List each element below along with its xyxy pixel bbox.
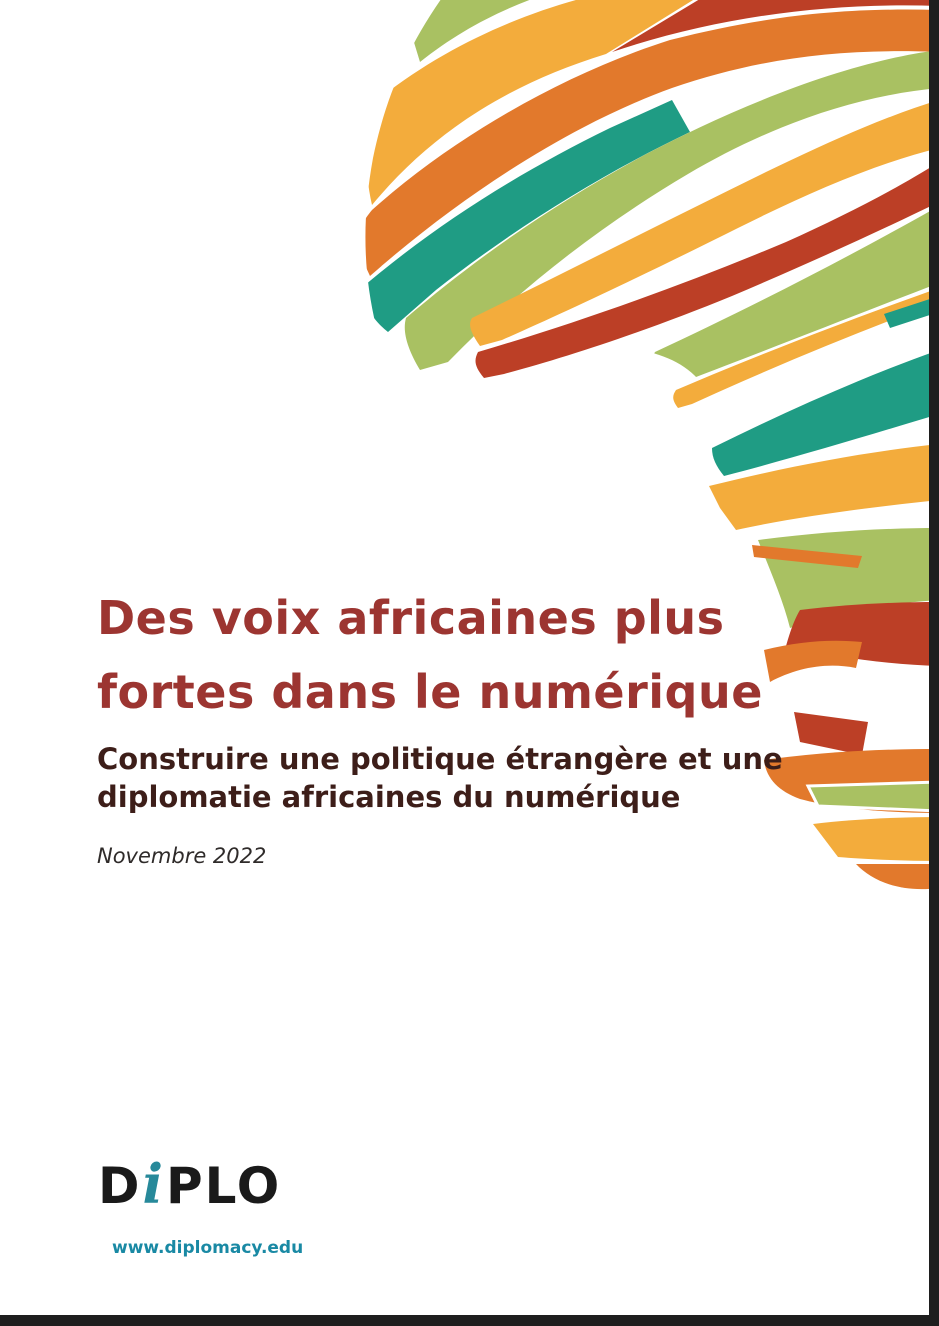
page-subtitle-line1: Construire une politique étrangère et un…	[97, 742, 783, 777]
artwork-stripe-teal-upper	[364, 100, 690, 332]
page-border-bottom	[0, 1315, 939, 1326]
page-border-right	[929, 0, 939, 1326]
page-title-line2: fortes dans le numérique	[97, 664, 763, 719]
artwork-stripe-olive-mid	[652, 206, 939, 388]
page-title-line1: Des voix africaines plus	[97, 590, 725, 645]
diplo-logo-letters-post: PLO	[166, 1157, 282, 1215]
artwork-stripe-orange-main	[357, 9, 939, 276]
diplo-logo-letter-i: i	[142, 1152, 166, 1216]
artwork-stripe-olive-sliver-top	[401, 0, 530, 62]
page-subtitle-line2: diplomatie africaines du numérique	[97, 780, 681, 815]
artwork-stripe-yellow-tip	[813, 817, 939, 861]
artwork-stripe-red-mid	[475, 162, 939, 378]
artwork-stripe-yellow-mid	[470, 100, 939, 346]
artwork-stripe-teal-sliver-a	[884, 296, 939, 328]
artwork-stripe-red-sliver-top	[612, 0, 939, 52]
artwork-stripe-teal-low	[712, 350, 939, 476]
artwork-stripe-orange-sliver-a	[752, 545, 862, 568]
artwork-stripe-orange-sliver-b	[764, 640, 862, 682]
website-link[interactable]: www.diplomacy.edu	[112, 1238, 304, 1258]
artwork-stripe-red-patch	[794, 712, 868, 755]
artwork-coast-white-left	[325, 0, 441, 356]
artwork-stripe-yellow-low	[709, 444, 939, 530]
artwork-stripe-yellow-hook	[673, 288, 939, 408]
artwork-stripe-orange-tip	[856, 864, 939, 890]
diplo-logo-letters-pre: D	[98, 1157, 142, 1215]
artwork-stripe-yellow-main	[365, 0, 694, 205]
artwork-stripe-olive-wide	[404, 50, 939, 370]
diplo-logo: DiPLO	[98, 1152, 281, 1222]
page-title: Des voix africaines plus fortes dans le n…	[97, 581, 777, 729]
publication-date: Novembre 2022	[97, 844, 267, 868]
page-subtitle: Construire une politique étrangère et un…	[97, 740, 797, 816]
artwork-stripe-olive-sliver-low	[805, 780, 939, 813]
